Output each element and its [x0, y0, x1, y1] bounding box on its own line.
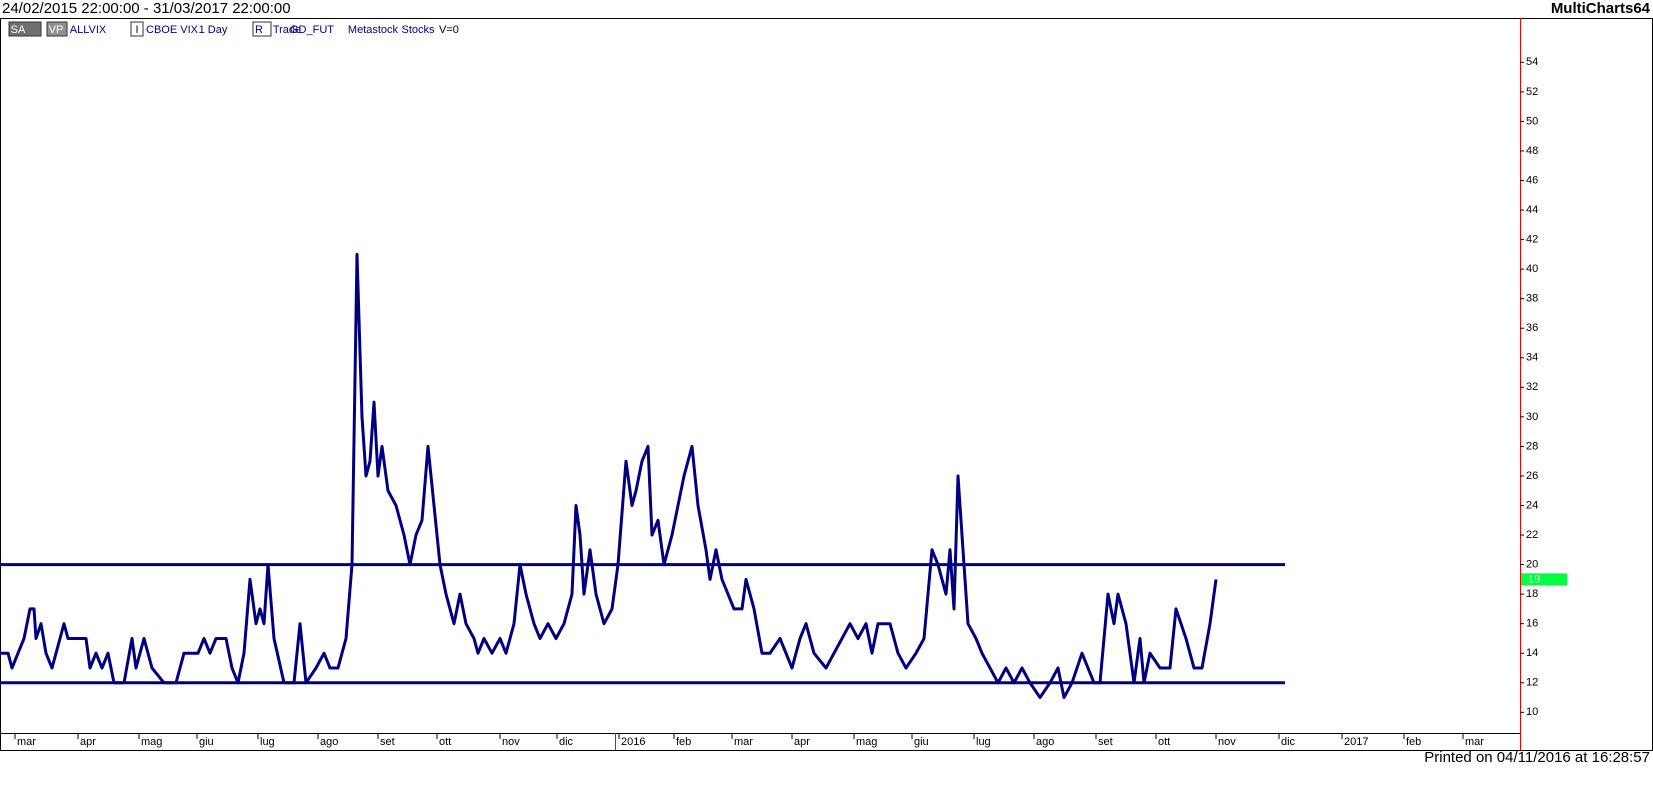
y-tick-label: 40 [1526, 263, 1538, 275]
date-range: 24/02/2015 22:00:00 - 31/03/2017 22:00:0… [2, 0, 291, 17]
toolbar-item: GD_FUT [290, 24, 334, 36]
y-tick-label: 18 [1526, 588, 1538, 600]
x-tick-label: mar [1465, 736, 1484, 748]
last-value-label: 19 [1528, 573, 1540, 585]
x-tick-label: feb [676, 736, 691, 748]
y-tick-label: 46 [1526, 174, 1538, 186]
x-tick-label: mag [856, 736, 877, 748]
y-tick-label: 16 [1526, 618, 1538, 630]
y-tick-label: 36 [1526, 322, 1538, 334]
y-tick-label: 44 [1526, 204, 1538, 216]
y-tick-label: 14 [1526, 647, 1538, 659]
toolbar-button [130, 21, 144, 37]
x-tick-label: 2016 [621, 736, 645, 748]
x-tick-label: nov [1218, 736, 1236, 748]
x-tick-label: lug [976, 736, 991, 748]
x-tick-label: nov [502, 736, 520, 748]
x-tick-label: dic [1281, 736, 1296, 748]
toolbar-item: I [135, 24, 138, 36]
y-tick-label: 50 [1526, 115, 1538, 127]
toolbar-item: V=0 [439, 24, 459, 36]
footer: Printed on 04/11/2016 at 16:28:57 [1424, 749, 1650, 766]
price-line [0, 252, 1218, 699]
toolbar-item: VP [49, 24, 64, 36]
x-tick-label: set [380, 736, 395, 748]
y-tick-label: 32 [1526, 381, 1538, 393]
last-value-box [1521, 573, 1567, 586]
y-tick-label: 28 [1526, 440, 1538, 452]
y-tick-label: 38 [1526, 293, 1538, 305]
y-tick-label: 12 [1526, 677, 1538, 689]
x-tick-label: feb [1406, 736, 1421, 748]
y-tick-label: 24 [1526, 499, 1538, 511]
toolbar-item: 1 Day [199, 24, 228, 36]
y-tick-label: 42 [1526, 233, 1538, 245]
x-tick-label: giu [199, 736, 214, 748]
y-tick-label: 34 [1526, 352, 1538, 364]
toolbar-item: ALLVIX [70, 24, 107, 36]
y-tick-label: 22 [1526, 529, 1538, 541]
toolbar-item: Trade [273, 24, 301, 36]
x-tick-label: dic [559, 736, 574, 748]
x-tick-label: ott [439, 736, 451, 748]
x-tick-label: ago [320, 736, 338, 748]
x-tick-label: apr [80, 736, 96, 748]
x-tick-label: mag [141, 736, 162, 748]
y-tick-label: 52 [1526, 86, 1538, 98]
x-tick-label: ago [1036, 736, 1054, 748]
y-tick-label: 48 [1526, 145, 1538, 157]
x-tick-label: apr [794, 736, 810, 748]
x-tick-label: giu [914, 736, 929, 748]
y-tick-label: 54 [1526, 56, 1538, 68]
y-tick-label: 30 [1526, 411, 1538, 423]
x-tick-label: set [1098, 736, 1113, 748]
toolbar-item: R [255, 24, 263, 36]
x-tick-label: ott [1158, 736, 1170, 748]
brand: MultiCharts64 [1551, 0, 1651, 17]
toolbar-item: CBOE VIX [146, 24, 199, 36]
y-tick-label: 10 [1526, 706, 1538, 718]
x-tick-label: mar [734, 736, 753, 748]
toolbar-item: SA [11, 24, 26, 36]
toolbar-button [252, 21, 272, 37]
toolbar-item: Stocks [401, 24, 435, 36]
y-tick-label: 20 [1526, 558, 1538, 570]
toolbar-button [8, 21, 42, 37]
toolbar-button [46, 21, 68, 37]
x-tick-label: 2017 [1344, 736, 1368, 748]
toolbar-item: Metastock [348, 24, 399, 36]
y-tick-label: 26 [1526, 470, 1538, 482]
x-tick-label: mar [17, 736, 36, 748]
x-tick-label: lug [260, 736, 275, 748]
